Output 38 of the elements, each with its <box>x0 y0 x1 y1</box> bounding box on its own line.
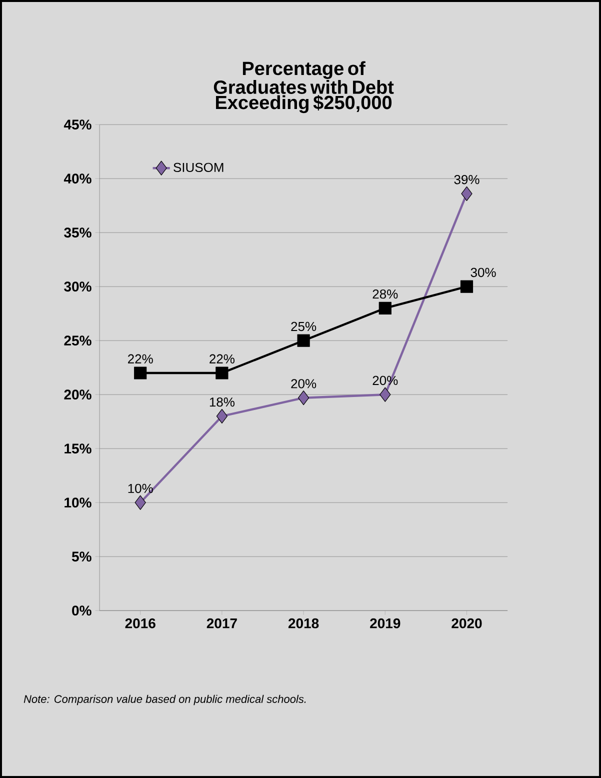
point <box>380 387 391 402</box>
data-label: 39% <box>454 174 480 184</box>
point <box>297 334 310 347</box>
x-tick-label: 2018 <box>288 618 319 628</box>
y-tick-label: 40% <box>64 174 92 184</box>
point <box>216 366 228 380</box>
point <box>134 495 146 510</box>
data-label: 18% <box>210 397 234 407</box>
y-tick-label: 30% <box>64 282 92 292</box>
y-tick-label: 25% <box>64 336 92 346</box>
data-label: 30% <box>470 268 496 278</box>
data-label: 20% <box>372 376 398 386</box>
point <box>298 390 310 406</box>
text: Note: Comparison value based on public medical schools. <box>24 694 306 706</box>
y-tick-label: 20% <box>64 390 92 400</box>
y-tick-label: 15% <box>64 444 92 454</box>
y-tick-label: 45% <box>64 120 92 130</box>
x-tick-label: 2020 <box>452 618 482 628</box>
point <box>461 186 472 202</box>
point <box>378 302 392 314</box>
data-label: 25% <box>291 322 316 332</box>
x-tick-label: 2016 <box>125 618 156 628</box>
data-label: 20% <box>291 379 316 388</box>
x-tick-label: 2017 <box>206 618 237 628</box>
data-label: 28% <box>372 289 398 299</box>
y-tick-label: 0% <box>72 606 92 616</box>
data-label: 22% <box>128 354 153 364</box>
y-tick-label: 35% <box>64 228 92 238</box>
point <box>134 366 147 380</box>
x-tick-label: 2019 <box>370 618 400 628</box>
point <box>216 408 228 424</box>
data-label: 10% <box>128 484 153 494</box>
data-label: 22% <box>210 354 234 364</box>
y-tick-label: 5% <box>72 552 92 562</box>
point <box>460 280 474 293</box>
chart-title: Percentage of Graduates with Debt Exceeding $250,000 <box>214 61 394 114</box>
legend-label: SIUSOM <box>174 162 224 172</box>
y-tick-label: 10% <box>64 498 92 508</box>
